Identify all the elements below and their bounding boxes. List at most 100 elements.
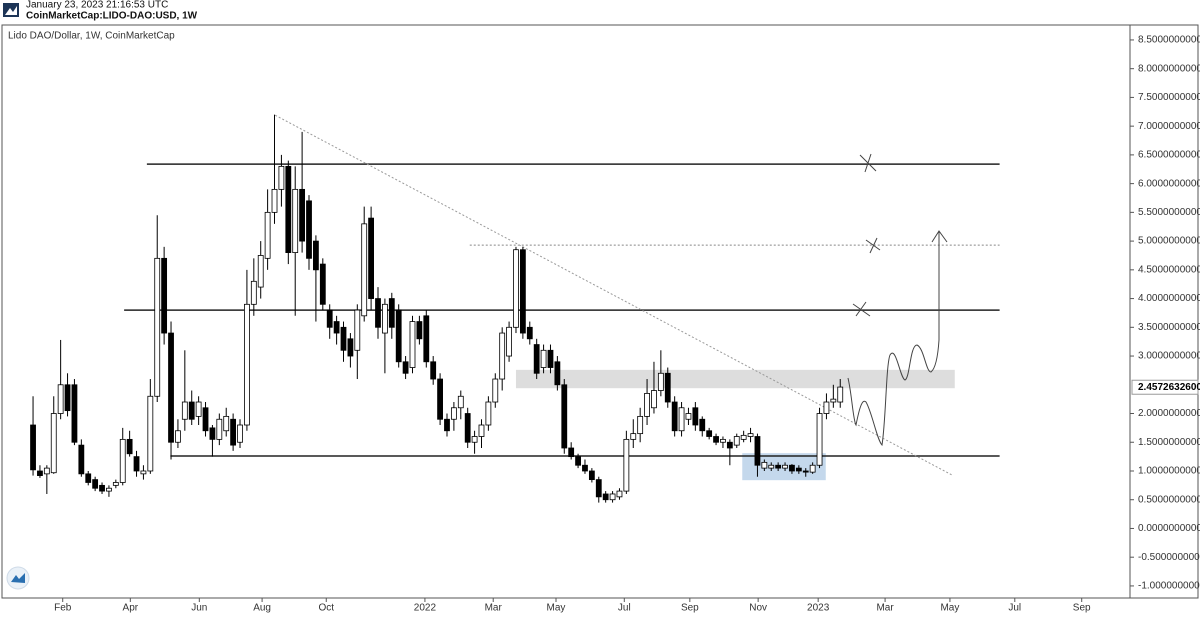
candle-body bbox=[126, 438, 133, 455]
candle-body bbox=[388, 298, 395, 328]
candle-body bbox=[519, 249, 526, 334]
projection-path bbox=[847, 232, 940, 447]
candle-body bbox=[175, 430, 181, 443]
candle-body bbox=[450, 407, 457, 420]
x-tick-label: May bbox=[940, 603, 959, 614]
candle-body bbox=[644, 392, 650, 417]
candle-body bbox=[402, 361, 409, 374]
candle-body bbox=[181, 401, 188, 420]
candle-body bbox=[133, 456, 140, 472]
candle-body bbox=[264, 211, 271, 259]
candle-body bbox=[513, 249, 519, 328]
candle-body bbox=[347, 338, 354, 357]
candle-body bbox=[223, 415, 230, 432]
candle-body bbox=[244, 303, 250, 426]
candle-body bbox=[161, 257, 168, 334]
candle-body bbox=[250, 280, 257, 305]
candle-body bbox=[216, 418, 223, 440]
candle-body bbox=[830, 398, 837, 403]
candle-body bbox=[671, 401, 678, 432]
candle-body bbox=[292, 188, 299, 253]
candle-body bbox=[326, 309, 333, 328]
candle-body bbox=[306, 200, 312, 259]
candle-body bbox=[816, 413, 823, 466]
projection-arrow bbox=[931, 230, 948, 243]
candle-body bbox=[299, 188, 306, 242]
candle-body bbox=[699, 418, 706, 432]
candle-body bbox=[381, 303, 388, 334]
candle-body bbox=[657, 372, 664, 391]
y-tick-label: 0.5000000000 bbox=[1138, 494, 1200, 505]
candle-body bbox=[50, 413, 57, 474]
candle-body bbox=[499, 332, 506, 380]
candle-body bbox=[837, 386, 844, 403]
candle-body bbox=[85, 473, 92, 483]
candle-body bbox=[485, 401, 492, 426]
y-tick-label: 8.5000000000 bbox=[1138, 35, 1200, 46]
y-tick-label: 6.0000000000 bbox=[1138, 178, 1200, 189]
y-tick-label: 0.0000000000 bbox=[1138, 523, 1200, 534]
y-tick-label: 5.0000000000 bbox=[1138, 236, 1200, 247]
candle-body bbox=[361, 223, 368, 317]
candle-body bbox=[99, 484, 105, 492]
y-tick-label: 7.0000000000 bbox=[1138, 121, 1200, 132]
candle-body bbox=[506, 326, 512, 357]
y-tick-label: 1.5000000000 bbox=[1138, 437, 1200, 448]
candle-body bbox=[595, 479, 602, 498]
candle-body bbox=[754, 436, 761, 466]
candle-body bbox=[775, 464, 782, 469]
brand-logo bbox=[6, 566, 30, 590]
candle-body bbox=[106, 487, 112, 492]
candle-body bbox=[747, 433, 754, 437]
candle-body bbox=[540, 349, 547, 368]
candle-body bbox=[444, 418, 450, 432]
candle-body bbox=[119, 438, 126, 483]
candle-body bbox=[609, 493, 616, 501]
candle-body bbox=[354, 309, 361, 351]
candle-body bbox=[416, 321, 423, 340]
candle-body bbox=[761, 461, 768, 469]
candle-body bbox=[568, 447, 575, 458]
candle-body bbox=[202, 407, 209, 432]
last-price-box bbox=[1131, 379, 1199, 395]
candle-body bbox=[319, 263, 326, 305]
y-tick-label: 5.5000000000 bbox=[1138, 207, 1200, 218]
candle-body bbox=[547, 349, 554, 368]
x-tick-label: Mar bbox=[876, 603, 894, 614]
candle-body bbox=[64, 384, 71, 412]
candle-body bbox=[809, 464, 816, 473]
target-mark bbox=[859, 153, 877, 173]
candle-body bbox=[471, 436, 478, 443]
y-tick-label: 1.0000000000 bbox=[1138, 466, 1200, 477]
x-tick-label: Mar bbox=[485, 603, 503, 614]
candle-body bbox=[30, 424, 36, 471]
candle-body bbox=[140, 470, 147, 475]
x-tick-label: Aug bbox=[253, 603, 271, 614]
y-tick-label: 7.5000000000 bbox=[1138, 92, 1200, 103]
candle-body bbox=[588, 470, 595, 481]
chart-title: Lido DAO/Dollar, 1W, CoinMarketCap bbox=[8, 31, 175, 42]
x-tick-label: May bbox=[547, 603, 566, 614]
x-tick-label: Oct bbox=[318, 603, 334, 614]
x-tick-label: Sep bbox=[681, 603, 699, 614]
candle-body bbox=[637, 415, 644, 435]
y-tick-label: 3.5000000000 bbox=[1138, 322, 1200, 333]
candle-body bbox=[630, 433, 637, 440]
candle-body bbox=[230, 418, 237, 446]
x-tick-label: 2023 bbox=[807, 603, 830, 614]
candle-body bbox=[71, 384, 78, 443]
candle-body bbox=[340, 326, 347, 351]
candle-body bbox=[409, 321, 416, 368]
candle-body bbox=[795, 467, 802, 472]
candle-body bbox=[278, 165, 285, 190]
header-logo bbox=[3, 3, 19, 17]
candle-body bbox=[43, 467, 50, 475]
x-tick-label: Feb bbox=[54, 603, 72, 614]
candle-body bbox=[561, 384, 568, 449]
candle-body bbox=[478, 424, 485, 437]
y-tick-label: 6.5000000000 bbox=[1138, 150, 1200, 161]
candle-body bbox=[692, 407, 699, 426]
candle-body bbox=[651, 390, 657, 409]
